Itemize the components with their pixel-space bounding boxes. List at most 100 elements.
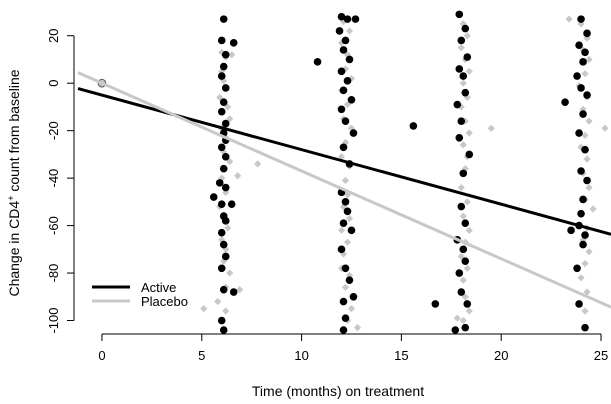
point-active bbox=[313, 58, 322, 66]
point-active bbox=[573, 264, 581, 273]
x-tick-label: 15 bbox=[394, 348, 408, 363]
point-active bbox=[227, 200, 236, 209]
point-placebo bbox=[487, 124, 495, 132]
point-active bbox=[339, 326, 348, 334]
point-active bbox=[219, 98, 228, 106]
point-active bbox=[343, 15, 352, 23]
point-placebo bbox=[465, 67, 473, 75]
point-active bbox=[345, 55, 354, 64]
point-active bbox=[337, 245, 346, 254]
point-active bbox=[219, 164, 228, 173]
point-active bbox=[451, 326, 460, 334]
point-active bbox=[581, 323, 589, 332]
point-placebo bbox=[345, 214, 354, 223]
point-placebo bbox=[353, 324, 362, 332]
point-placebo bbox=[601, 124, 609, 132]
point-active bbox=[455, 65, 464, 73]
point-active bbox=[579, 240, 587, 249]
point-active bbox=[219, 240, 228, 249]
point-placebo bbox=[581, 307, 589, 315]
point-active bbox=[431, 300, 440, 308]
point-active bbox=[341, 36, 350, 45]
point-active bbox=[221, 84, 230, 92]
point-active bbox=[567, 226, 575, 235]
point-placebo bbox=[459, 316, 467, 325]
point-active bbox=[575, 129, 583, 137]
point-placebo bbox=[461, 117, 469, 125]
y-tick-label: -60 bbox=[46, 216, 61, 235]
point-placebo bbox=[457, 252, 465, 261]
point-placebo bbox=[457, 184, 465, 192]
point-placebo bbox=[463, 32, 471, 40]
point-placebo bbox=[589, 205, 597, 213]
y-axis-title-rest: count from baseline bbox=[6, 69, 22, 195]
x-axis-title: Time (months) on treatment bbox=[252, 383, 424, 399]
point-active bbox=[229, 288, 238, 296]
point-active bbox=[217, 143, 226, 152]
point-active bbox=[215, 179, 224, 187]
point-active bbox=[221, 50, 230, 59]
point-placebo bbox=[254, 160, 262, 168]
point-active bbox=[221, 119, 230, 128]
point-active bbox=[339, 297, 348, 306]
point-placebo bbox=[200, 305, 208, 313]
point-active bbox=[347, 226, 356, 235]
point-active bbox=[217, 107, 226, 116]
legend-label-active: Active bbox=[141, 280, 176, 295]
x-tick-label: 20 bbox=[494, 348, 508, 363]
point-active bbox=[351, 15, 360, 23]
legend-label-placebo: Placebo bbox=[141, 294, 188, 309]
point-placebo bbox=[226, 115, 234, 123]
point-placebo bbox=[463, 264, 471, 272]
point-placebo bbox=[341, 176, 350, 185]
point-active bbox=[221, 252, 230, 261]
point-placebo bbox=[341, 65, 350, 73]
point-placebo bbox=[457, 43, 465, 52]
point-active bbox=[339, 143, 348, 152]
y-axis-title-superscript: + bbox=[6, 196, 16, 201]
point-active bbox=[339, 46, 348, 54]
point-active bbox=[583, 91, 591, 99]
point-active bbox=[217, 316, 226, 325]
point-active bbox=[457, 36, 466, 45]
point-active bbox=[217, 36, 226, 45]
point-active bbox=[217, 264, 226, 273]
point-placebo bbox=[581, 259, 589, 268]
y-tick-label: -100 bbox=[46, 307, 61, 333]
point-active bbox=[577, 15, 585, 23]
point-placebo bbox=[585, 117, 593, 125]
point-active bbox=[463, 300, 472, 308]
point-active bbox=[461, 323, 470, 332]
point-placebo bbox=[234, 172, 242, 180]
y-tick-label: 20 bbox=[46, 28, 61, 42]
trend-line-placebo bbox=[77, 71, 611, 309]
point-active bbox=[343, 77, 352, 85]
point-placebo bbox=[585, 184, 593, 192]
x-tick-label: 10 bbox=[294, 348, 308, 363]
point-active bbox=[577, 167, 585, 175]
point-placebo bbox=[224, 224, 232, 232]
y-tick-label: 0 bbox=[46, 80, 61, 87]
point-placebo bbox=[347, 124, 356, 132]
point-active bbox=[581, 145, 589, 154]
point-active bbox=[459, 72, 468, 80]
point-placebo bbox=[339, 202, 348, 211]
point-active bbox=[573, 72, 581, 80]
point-placebo bbox=[465, 226, 473, 234]
point-active bbox=[217, 200, 226, 209]
y-tick-label: -20 bbox=[46, 121, 61, 140]
point-placebo bbox=[459, 79, 467, 87]
point-active bbox=[337, 12, 346, 21]
point-active bbox=[461, 88, 470, 97]
point-placebo bbox=[577, 143, 585, 151]
point-active bbox=[561, 98, 569, 106]
y-axis-title-main: Change in CD4 bbox=[6, 201, 22, 297]
point-active bbox=[459, 169, 468, 178]
legend: Active Placebo bbox=[92, 280, 188, 309]
point-active bbox=[457, 288, 466, 296]
point-active bbox=[337, 105, 346, 114]
axes-layer: 0 5 10 15 20 25 20 0 -20 -40 -60 -80 -100 bbox=[46, 28, 608, 363]
point-active bbox=[349, 292, 358, 301]
point-active bbox=[219, 326, 228, 334]
point-placebo bbox=[228, 51, 236, 59]
